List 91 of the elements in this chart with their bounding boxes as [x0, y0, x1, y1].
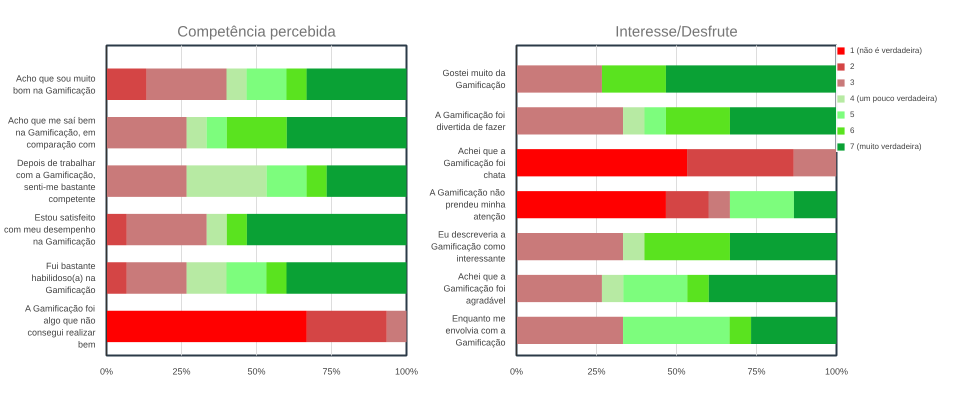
- bar: [623, 107, 644, 135]
- bar: [687, 274, 709, 302]
- bar: [623, 232, 644, 260]
- bar: [730, 107, 836, 135]
- bar: [106, 68, 146, 100]
- bar: [226, 68, 247, 100]
- bar: [246, 68, 286, 100]
- bar: [516, 274, 602, 302]
- bar: [306, 68, 406, 100]
- bar: [602, 65, 666, 93]
- x-tick-label: 50%: [247, 366, 266, 376]
- x-tick-label: 25%: [172, 366, 191, 376]
- bar: [246, 214, 406, 246]
- bar: [286, 116, 406, 148]
- bar: [623, 274, 688, 302]
- bar: [516, 65, 602, 93]
- y-tick-label: A Gamificação não prendeu minha atenção: [429, 188, 506, 222]
- y-tick-label: Eu descreveria a Gamificação como interessante: [430, 230, 506, 264]
- legend-label: 6: [850, 125, 856, 136]
- x-tick-label: 75%: [322, 366, 341, 376]
- y-tick-label: Enquanto me envolvia com a Gamificação: [445, 313, 506, 348]
- legend-label: 5: [850, 109, 856, 120]
- legend-label: 3: [850, 77, 856, 88]
- bar: [206, 116, 227, 148]
- bar: [106, 310, 307, 342]
- chart-title: Competência percebida: [177, 24, 336, 40]
- bar: [730, 316, 752, 344]
- bar: [687, 149, 794, 176]
- x-tick-label: 100%: [824, 366, 848, 376]
- bar: [794, 149, 836, 176]
- bar: [516, 232, 624, 260]
- y-tick-label: A Gamificação foi algo que não consegui realizar bem: [24, 303, 96, 350]
- bar: [286, 68, 307, 100]
- bar: [730, 191, 794, 218]
- bar: [644, 232, 730, 260]
- chart-title: Interesse/Desfrute: [615, 24, 738, 40]
- bar: [666, 107, 730, 135]
- bar: [751, 316, 836, 344]
- bar: [186, 165, 267, 197]
- y-tick-label: Estou satisfeito com meu desempenho na Gamificação: [4, 212, 96, 247]
- bar: [516, 316, 624, 344]
- bar: [106, 116, 187, 148]
- y-tick-label: Acho que me saí bem na Gamificação, em comparação com: [8, 116, 96, 150]
- bar: [623, 316, 730, 344]
- bar: [644, 107, 666, 135]
- bar: [386, 310, 406, 342]
- bar: [326, 165, 406, 197]
- bar: [516, 191, 666, 218]
- x-tick-label: 50%: [667, 366, 686, 376]
- bar: [794, 191, 836, 218]
- bar: [666, 65, 836, 93]
- x-tick-label: 0%: [100, 366, 114, 376]
- bar: [666, 191, 708, 218]
- bar: [516, 107, 624, 135]
- bar: [516, 149, 688, 176]
- x-tick-label: 75%: [747, 366, 766, 376]
- y-tick-label: Fui bastante habilidoso(a) na Gamificação: [31, 261, 96, 295]
- legend-label: 4 (um pouco verdadeira): [850, 93, 938, 104]
- bar: [126, 262, 187, 294]
- bar: [186, 116, 207, 148]
- y-tick-label: Achei que a Gamificação foi chata: [443, 146, 506, 180]
- bar: [708, 274, 836, 302]
- bar: [708, 191, 730, 218]
- bar: [226, 116, 287, 148]
- bar: [306, 165, 327, 197]
- bar: [306, 310, 387, 342]
- bar: [146, 68, 226, 100]
- y-tick-label: Gostei muito da Gamificação: [442, 68, 506, 90]
- y-tick-label: Depois de trabalhar com a Gamificação, senti-me bastante competente: [16, 158, 96, 204]
- bar: [266, 262, 286, 294]
- bar: [266, 165, 307, 197]
- bar: [286, 262, 406, 294]
- legend-label: 2: [850, 61, 856, 72]
- bar: [226, 262, 266, 294]
- bar: [126, 214, 207, 246]
- bar: [226, 214, 247, 246]
- bar: [730, 232, 836, 260]
- bar: [186, 262, 226, 294]
- bar: [106, 262, 127, 294]
- x-tick-label: 100%: [394, 366, 418, 376]
- bar: [106, 165, 187, 197]
- y-tick-label: Achei que a Gamificação foi agradável: [443, 271, 506, 306]
- bar: [206, 214, 227, 246]
- bar: [602, 274, 624, 302]
- y-tick-label: Acho que sou muito bom na Gamificação: [12, 73, 96, 96]
- x-tick-label: 25%: [587, 366, 606, 376]
- y-tick-label: A Gamificação foi divertida de fazer: [434, 110, 506, 132]
- legend-label: 1 (não é verdadeira): [850, 45, 922, 56]
- bar: [106, 214, 127, 246]
- legend-label: 7 (muito verdadeira): [850, 141, 922, 152]
- x-tick-label: 0%: [510, 366, 524, 376]
